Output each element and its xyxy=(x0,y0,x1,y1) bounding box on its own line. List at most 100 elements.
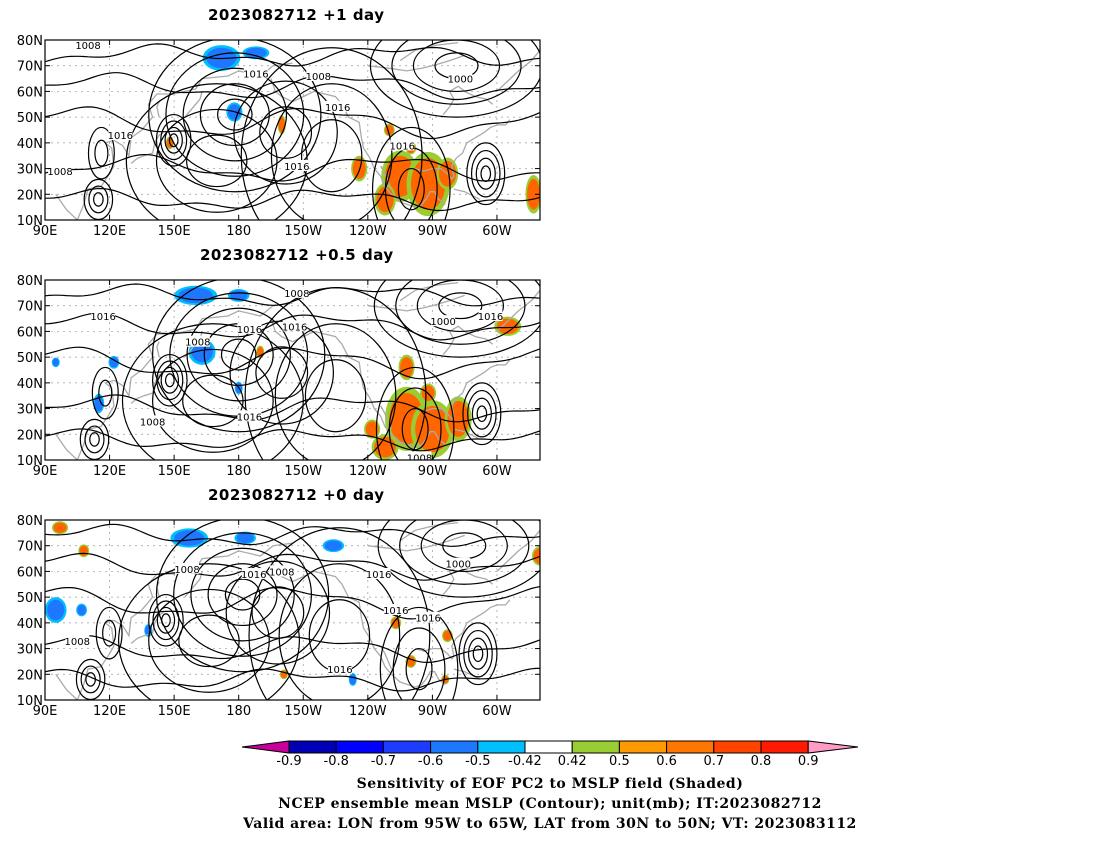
colorbar-tick-label: 0.8 xyxy=(750,754,772,769)
colorbar-swatch xyxy=(335,740,384,754)
lat-tick-label: 60N xyxy=(17,85,43,100)
lon-tick-label: 120W xyxy=(349,224,387,239)
isobar-ring xyxy=(155,108,278,213)
contour-labels: 1008 1016 1008 1016 1016 1016 1008 1000 1016 1008 xyxy=(90,286,503,460)
panel-frame xyxy=(44,519,541,701)
isobar-ring xyxy=(148,588,270,693)
isobar-ring xyxy=(121,323,304,460)
colorbar-swatch xyxy=(524,740,573,754)
isobar-ring xyxy=(278,563,401,700)
isobar-ring xyxy=(244,287,427,460)
lon-tick-label: 90W xyxy=(418,704,448,719)
isobar-ring xyxy=(182,67,288,162)
isobar-ring xyxy=(80,665,101,694)
mslp-contours xyxy=(45,520,540,700)
lon-tick-label: 150W xyxy=(284,224,322,239)
contour-label: 1008 xyxy=(174,565,199,576)
lon-tick-label: 120E xyxy=(93,704,126,719)
lat-tick-label: 50N xyxy=(17,591,43,606)
isobar-ring xyxy=(259,106,313,159)
isobar-ring xyxy=(199,83,270,147)
lon-tick-label: 150W xyxy=(284,464,322,479)
colorbar-swatch xyxy=(382,740,432,754)
isobar-ring xyxy=(164,373,175,388)
lon-tick-label: 120E xyxy=(93,464,126,479)
colorbar-swatch xyxy=(666,740,715,754)
colorbar-tick-label: 0.9 xyxy=(797,754,819,769)
colorbar-tick-label: -0.5 xyxy=(465,754,491,769)
contour-label: 1016 xyxy=(284,162,309,173)
caption-line-3: Valid area: LON from 95W to 65W, LAT fro… xyxy=(243,816,857,832)
isobar-ring xyxy=(388,387,442,460)
contour-label: 1016 xyxy=(325,103,350,114)
shade-patch xyxy=(47,599,65,621)
shade-patch xyxy=(191,341,213,363)
contour-label: 1008 xyxy=(65,637,90,648)
isobar-ring xyxy=(93,192,104,207)
contour-label: 1016 xyxy=(478,312,503,323)
isobar-ring xyxy=(304,359,367,433)
panel-frame xyxy=(44,39,541,221)
lat-tick-label: 20N xyxy=(17,668,43,683)
lon-tick-label: 180 xyxy=(226,224,251,239)
colorbar-swatch xyxy=(713,740,762,754)
map-panel-1: 1008 1016 1008 1016 1008 1016 1016 1016 1000 10N 2… xyxy=(17,34,541,239)
isobar-ring xyxy=(164,126,183,154)
shade-patch xyxy=(533,548,540,564)
shade-patch xyxy=(352,158,366,179)
contour-label: 1000 xyxy=(445,560,470,571)
isobar-ring xyxy=(102,619,117,647)
shade-patch xyxy=(94,395,104,412)
shade-patch xyxy=(376,186,394,213)
lat-tick-label: 10N xyxy=(17,214,43,229)
isobar xyxy=(45,428,540,452)
colorbar-swatch xyxy=(571,740,620,754)
lat-tick-label: 60N xyxy=(17,565,43,580)
lat-tick-label: 50N xyxy=(17,111,43,126)
colorbar-tick-label: 0.7 xyxy=(703,754,725,769)
panel-frame xyxy=(44,279,541,461)
lon-tick-label: 90W xyxy=(418,224,448,239)
isobar-ring xyxy=(87,126,115,180)
caption-line-2: NCEP ensemble mean MSLP (Contour); unit(… xyxy=(278,796,822,812)
isobar-ring xyxy=(391,40,522,105)
isobar-ring xyxy=(476,405,488,423)
shade-patch xyxy=(53,522,67,533)
isobar-ring xyxy=(369,40,540,118)
lat-tick-label: 40N xyxy=(17,377,43,392)
isobar-ring xyxy=(471,397,492,430)
colorbar-tick-label: -0.6 xyxy=(417,754,444,769)
colorbar-swatch xyxy=(618,740,668,754)
contour-label: 1016 xyxy=(237,325,262,336)
isobar-ring xyxy=(375,366,455,460)
lat-tick-label: 20N xyxy=(17,188,43,203)
contour-label: 1016 xyxy=(327,665,352,676)
isobar-ring xyxy=(270,83,393,220)
lon-tick-label: 180 xyxy=(226,464,251,479)
lon-tick-label: 60W xyxy=(482,224,512,239)
contour-label: 1016 xyxy=(237,412,262,423)
contour-label: 1016 xyxy=(90,312,115,323)
shade-patch xyxy=(77,604,86,616)
isobar-ring xyxy=(229,320,334,425)
isobar-ring xyxy=(91,366,119,420)
contour-label: 1016 xyxy=(241,570,266,581)
shade-patch xyxy=(245,47,267,58)
panel-2-title: 2023082712 +0.5 day xyxy=(200,246,394,264)
isobar-ring xyxy=(371,126,451,220)
isobar-ring xyxy=(397,167,425,211)
isobar xyxy=(45,43,540,67)
isobar-ring xyxy=(470,149,501,198)
isobar-ring xyxy=(240,47,423,220)
contour-label: 1016 xyxy=(108,131,133,142)
coastlines xyxy=(55,41,540,220)
lat-tick-label: 40N xyxy=(17,137,43,152)
shade-patch xyxy=(278,117,285,133)
isobar-ring xyxy=(255,346,309,399)
isobar-ring xyxy=(190,547,295,642)
lat-tick-label: 20N xyxy=(17,428,43,443)
isobar-ring xyxy=(395,280,526,345)
shade-patch xyxy=(79,545,89,556)
